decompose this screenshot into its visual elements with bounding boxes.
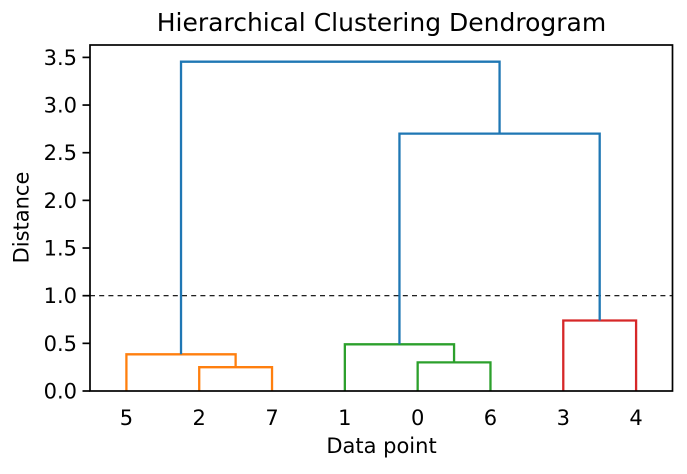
- x-tick-label: 0: [411, 406, 424, 430]
- y-axis-label: Distance: [9, 171, 34, 264]
- x-tick-label: 6: [484, 406, 497, 430]
- dendrogram-link: [416, 361, 492, 391]
- x-tick-label: 4: [629, 406, 642, 430]
- y-tick-label: 1.5: [44, 237, 77, 261]
- dendrogram-link: [562, 319, 638, 391]
- x-tick-label: 1: [338, 406, 351, 430]
- chart-title: Hierarchical Clustering Dendrogram: [156, 8, 607, 37]
- dendrogram-link: [125, 353, 237, 391]
- y-tick-label: 0.0: [44, 380, 77, 404]
- dendrogram-link: [343, 343, 456, 391]
- y-tick-label: 3.0: [44, 94, 77, 118]
- y-tick-label: 0.5: [44, 332, 77, 356]
- x-tick-label: 3: [557, 406, 570, 430]
- y-tick-label: 2.5: [44, 141, 77, 165]
- dendrogram-link: [398, 132, 601, 345]
- x-tick-label: 5: [120, 406, 133, 430]
- dendrogram-link: [179, 60, 501, 355]
- plot-border: [89, 44, 674, 392]
- x-axis-label: Data point: [326, 434, 437, 458]
- dendrogram-link: [198, 366, 274, 391]
- y-tick-label: 2.0: [44, 189, 77, 213]
- y-tick-label: 3.5: [44, 46, 77, 70]
- x-tick-label: 7: [265, 406, 278, 430]
- y-tick-label: 1.0: [44, 284, 77, 308]
- x-tick-label: 2: [193, 406, 206, 430]
